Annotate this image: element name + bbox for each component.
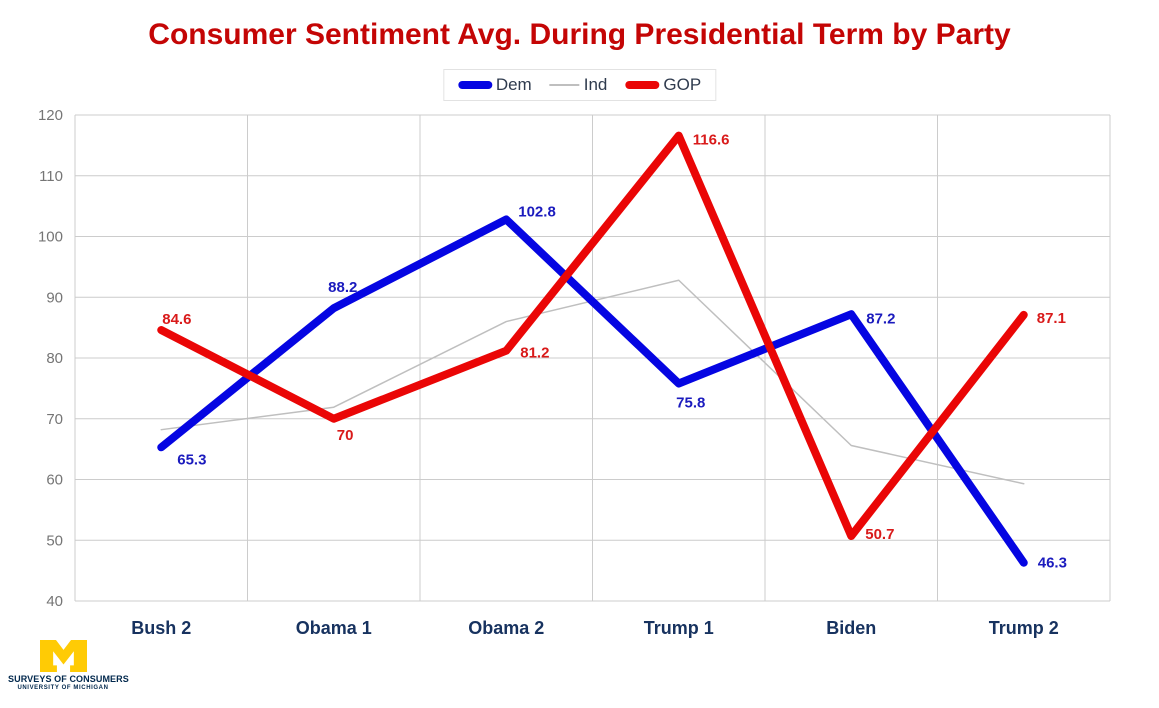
data-label-dem: 88.2 bbox=[328, 279, 357, 296]
data-label-gop: 81.2 bbox=[520, 345, 549, 362]
data-label-dem: 46.3 bbox=[1038, 555, 1067, 572]
y-axis-tick-label: 60 bbox=[46, 472, 63, 489]
data-label-dem: 75.8 bbox=[676, 395, 705, 412]
block-m-shape bbox=[39, 640, 87, 672]
y-axis-tick-label: 40 bbox=[46, 593, 63, 610]
data-label-gop: 87.1 bbox=[1037, 310, 1066, 327]
data-label-dem: 102.8 bbox=[518, 203, 556, 220]
y-axis-tick-label: 80 bbox=[46, 350, 63, 367]
legend: Dem Ind GOP bbox=[442, 69, 717, 101]
series-line-dem bbox=[157, 215, 1028, 567]
legend-item-dem: Dem bbox=[457, 75, 532, 95]
legend-label-gop: GOP bbox=[663, 75, 702, 94]
data-label-dem: 65.3 bbox=[177, 451, 206, 468]
y-axis-tick-label: 70 bbox=[46, 411, 63, 428]
x-axis-category-label: Bush 2 bbox=[131, 618, 191, 638]
x-axis-category-label: Obama 1 bbox=[296, 618, 372, 638]
legend-item-gop: GOP bbox=[625, 75, 701, 95]
chart-title: Consumer Sentiment Avg. During President… bbox=[148, 18, 1011, 51]
umich-logo: SURVEYS OF CONSUMERS UNIVERSITY OF MICHI… bbox=[8, 640, 129, 691]
legend-label-dem: Dem bbox=[495, 75, 532, 94]
legend-label-ind: Ind bbox=[583, 75, 608, 94]
y-axis-tick-label: 90 bbox=[46, 289, 63, 306]
series-line-gop bbox=[157, 131, 1028, 540]
block-m-icon bbox=[39, 640, 87, 672]
data-label-gop: 50.7 bbox=[865, 526, 894, 543]
logo-university-text: UNIVERSITY OF MICHIGAN bbox=[17, 685, 109, 691]
data-label-gop: 116.6 bbox=[693, 132, 730, 149]
y-axis-tick-label: 120 bbox=[38, 107, 63, 124]
x-axis-category-label: Obama 2 bbox=[468, 618, 544, 638]
data-label-gop: 70 bbox=[337, 427, 354, 444]
dem-line-swatch-icon bbox=[457, 81, 492, 89]
data-label-gop: 84.6 bbox=[162, 311, 191, 328]
line-chart-plot: 40 50 60 70 80 90 100 110 120 Bush 2 Obama 1 Obama … bbox=[38, 107, 1111, 638]
x-axis-category-label: Trump 2 bbox=[989, 618, 1059, 638]
y-axis-tick-label: 100 bbox=[38, 229, 63, 246]
y-axis-tick-label: 110 bbox=[39, 168, 63, 185]
y-axis-tick-label: 50 bbox=[46, 532, 63, 549]
gop-line-swatch-icon bbox=[625, 81, 660, 89]
ind-line-swatch-icon bbox=[549, 84, 580, 86]
legend-item-ind: Ind bbox=[549, 75, 608, 95]
data-label-dem: 87.2 bbox=[866, 310, 895, 327]
x-axis-category-label: Trump 1 bbox=[644, 618, 714, 638]
x-axis-category-label: Biden bbox=[826, 618, 876, 638]
logo-surveys-text: SURVEYS OF CONSUMERS bbox=[8, 674, 129, 684]
